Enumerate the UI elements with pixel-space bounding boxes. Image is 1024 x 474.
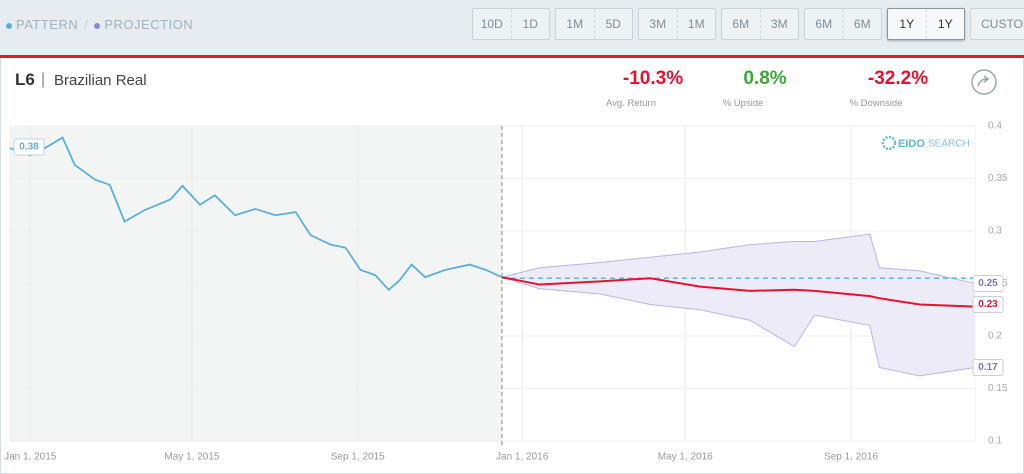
y-tick-label: 0.35 (988, 173, 1008, 184)
legend-text: PROJECTION (104, 17, 194, 32)
share-button[interactable] (970, 68, 998, 96)
button-group: 10D 1D (472, 8, 550, 40)
median-line (501, 276, 976, 308)
button[interactable]: 3M (770, 17, 788, 31)
lower-bound (501, 276, 976, 377)
button[interactable]: CUSTOM (981, 17, 1024, 31)
y-tick-label: 0.1 (988, 436, 1002, 447)
instrument-name: Brazilian Real (54, 72, 147, 89)
x-tick-label: Sep 1, 2015 (331, 452, 385, 463)
button[interactable]: 1M (556, 9, 595, 39)
button-group: CUSTOM (970, 8, 1024, 40)
stat-label: Avg. Return (606, 98, 656, 109)
upper-end-label: 0.25 (978, 278, 998, 289)
share-circle (971, 69, 997, 95)
legend-item[interactable]: PATTERN (6, 17, 78, 32)
pattern-line (9, 136, 503, 292)
button[interactable]: 10D (473, 9, 512, 39)
button-group: 6M 6M (804, 8, 882, 40)
upper-end-label-box (972, 275, 1004, 292)
separator: | (41, 71, 46, 88)
logo-icon (881, 135, 897, 151)
y-tick-label: 0.3 (988, 226, 1002, 237)
stat-value: 0.8% (743, 68, 787, 89)
median-end-label-box (972, 296, 1004, 313)
x-tick-label: May 1, 2015 (164, 452, 219, 463)
legend-item[interactable]: PROJECTION (94, 17, 193, 32)
button[interactable]: 6M (805, 9, 844, 39)
toolbar: PATTERN / PROJECTION 10D 1D 1M 5D 3M 1M 6M 3M 6M 6M 1… (0, 0, 1024, 55)
share-arrow (977, 75, 990, 87)
median-end-label: 0.23 (978, 299, 998, 310)
x-tick-label: Jan 1, 2016 (496, 452, 549, 463)
legend: PATTERN / PROJECTION (6, 17, 193, 32)
x-tick-label: Sep 1, 2016 (824, 452, 878, 463)
upper-bound (501, 233, 976, 284)
stat-value: -32.2% (867, 68, 929, 89)
stat-value: -10.3% (622, 68, 684, 89)
x-tick-label: Jan 1, 2015 (4, 452, 57, 463)
y-tick-label: 0.2 (988, 331, 1002, 342)
button[interactable]: 1M (687, 17, 705, 31)
projection-band (501, 234, 975, 376)
x-tick-label: May 1, 2016 (658, 452, 713, 463)
lower-end-label-box (972, 359, 1004, 376)
logo-light: SEARCH (928, 139, 970, 150)
start-label: 0.38 (19, 142, 39, 153)
button[interactable]: 6M (853, 17, 871, 31)
button[interactable]: 1D (522, 17, 538, 31)
button-group: 1M 5D (555, 8, 633, 40)
y-tick-label: 0.4 (988, 121, 1002, 132)
legend-separator: / (84, 17, 89, 32)
start-label-box (13, 138, 45, 156)
logo-bold: EIDO (898, 138, 925, 150)
button-group: 6M 3M (721, 8, 799, 40)
button[interactable]: 1Y (888, 9, 927, 39)
accent-line (0, 55, 1024, 58)
button[interactable]: 6M (722, 9, 761, 39)
stat-label: % Downside (849, 98, 903, 109)
code: L6 (15, 70, 35, 89)
legend-text: PATTERN (16, 17, 79, 32)
button[interactable]: 5D (605, 17, 621, 31)
stat-label: % Upside (722, 98, 764, 109)
legend-dot (94, 22, 101, 29)
legend-dot (6, 22, 12, 29)
y-tick-label: 0.15 (988, 383, 1008, 394)
lower-end-label: 0.17 (978, 362, 998, 373)
button[interactable]: 1Y (937, 17, 953, 31)
button-group: 3M 1M (638, 8, 716, 40)
button[interactable]: 3M (639, 9, 678, 39)
button-group: 1Y 1Y (887, 8, 965, 40)
